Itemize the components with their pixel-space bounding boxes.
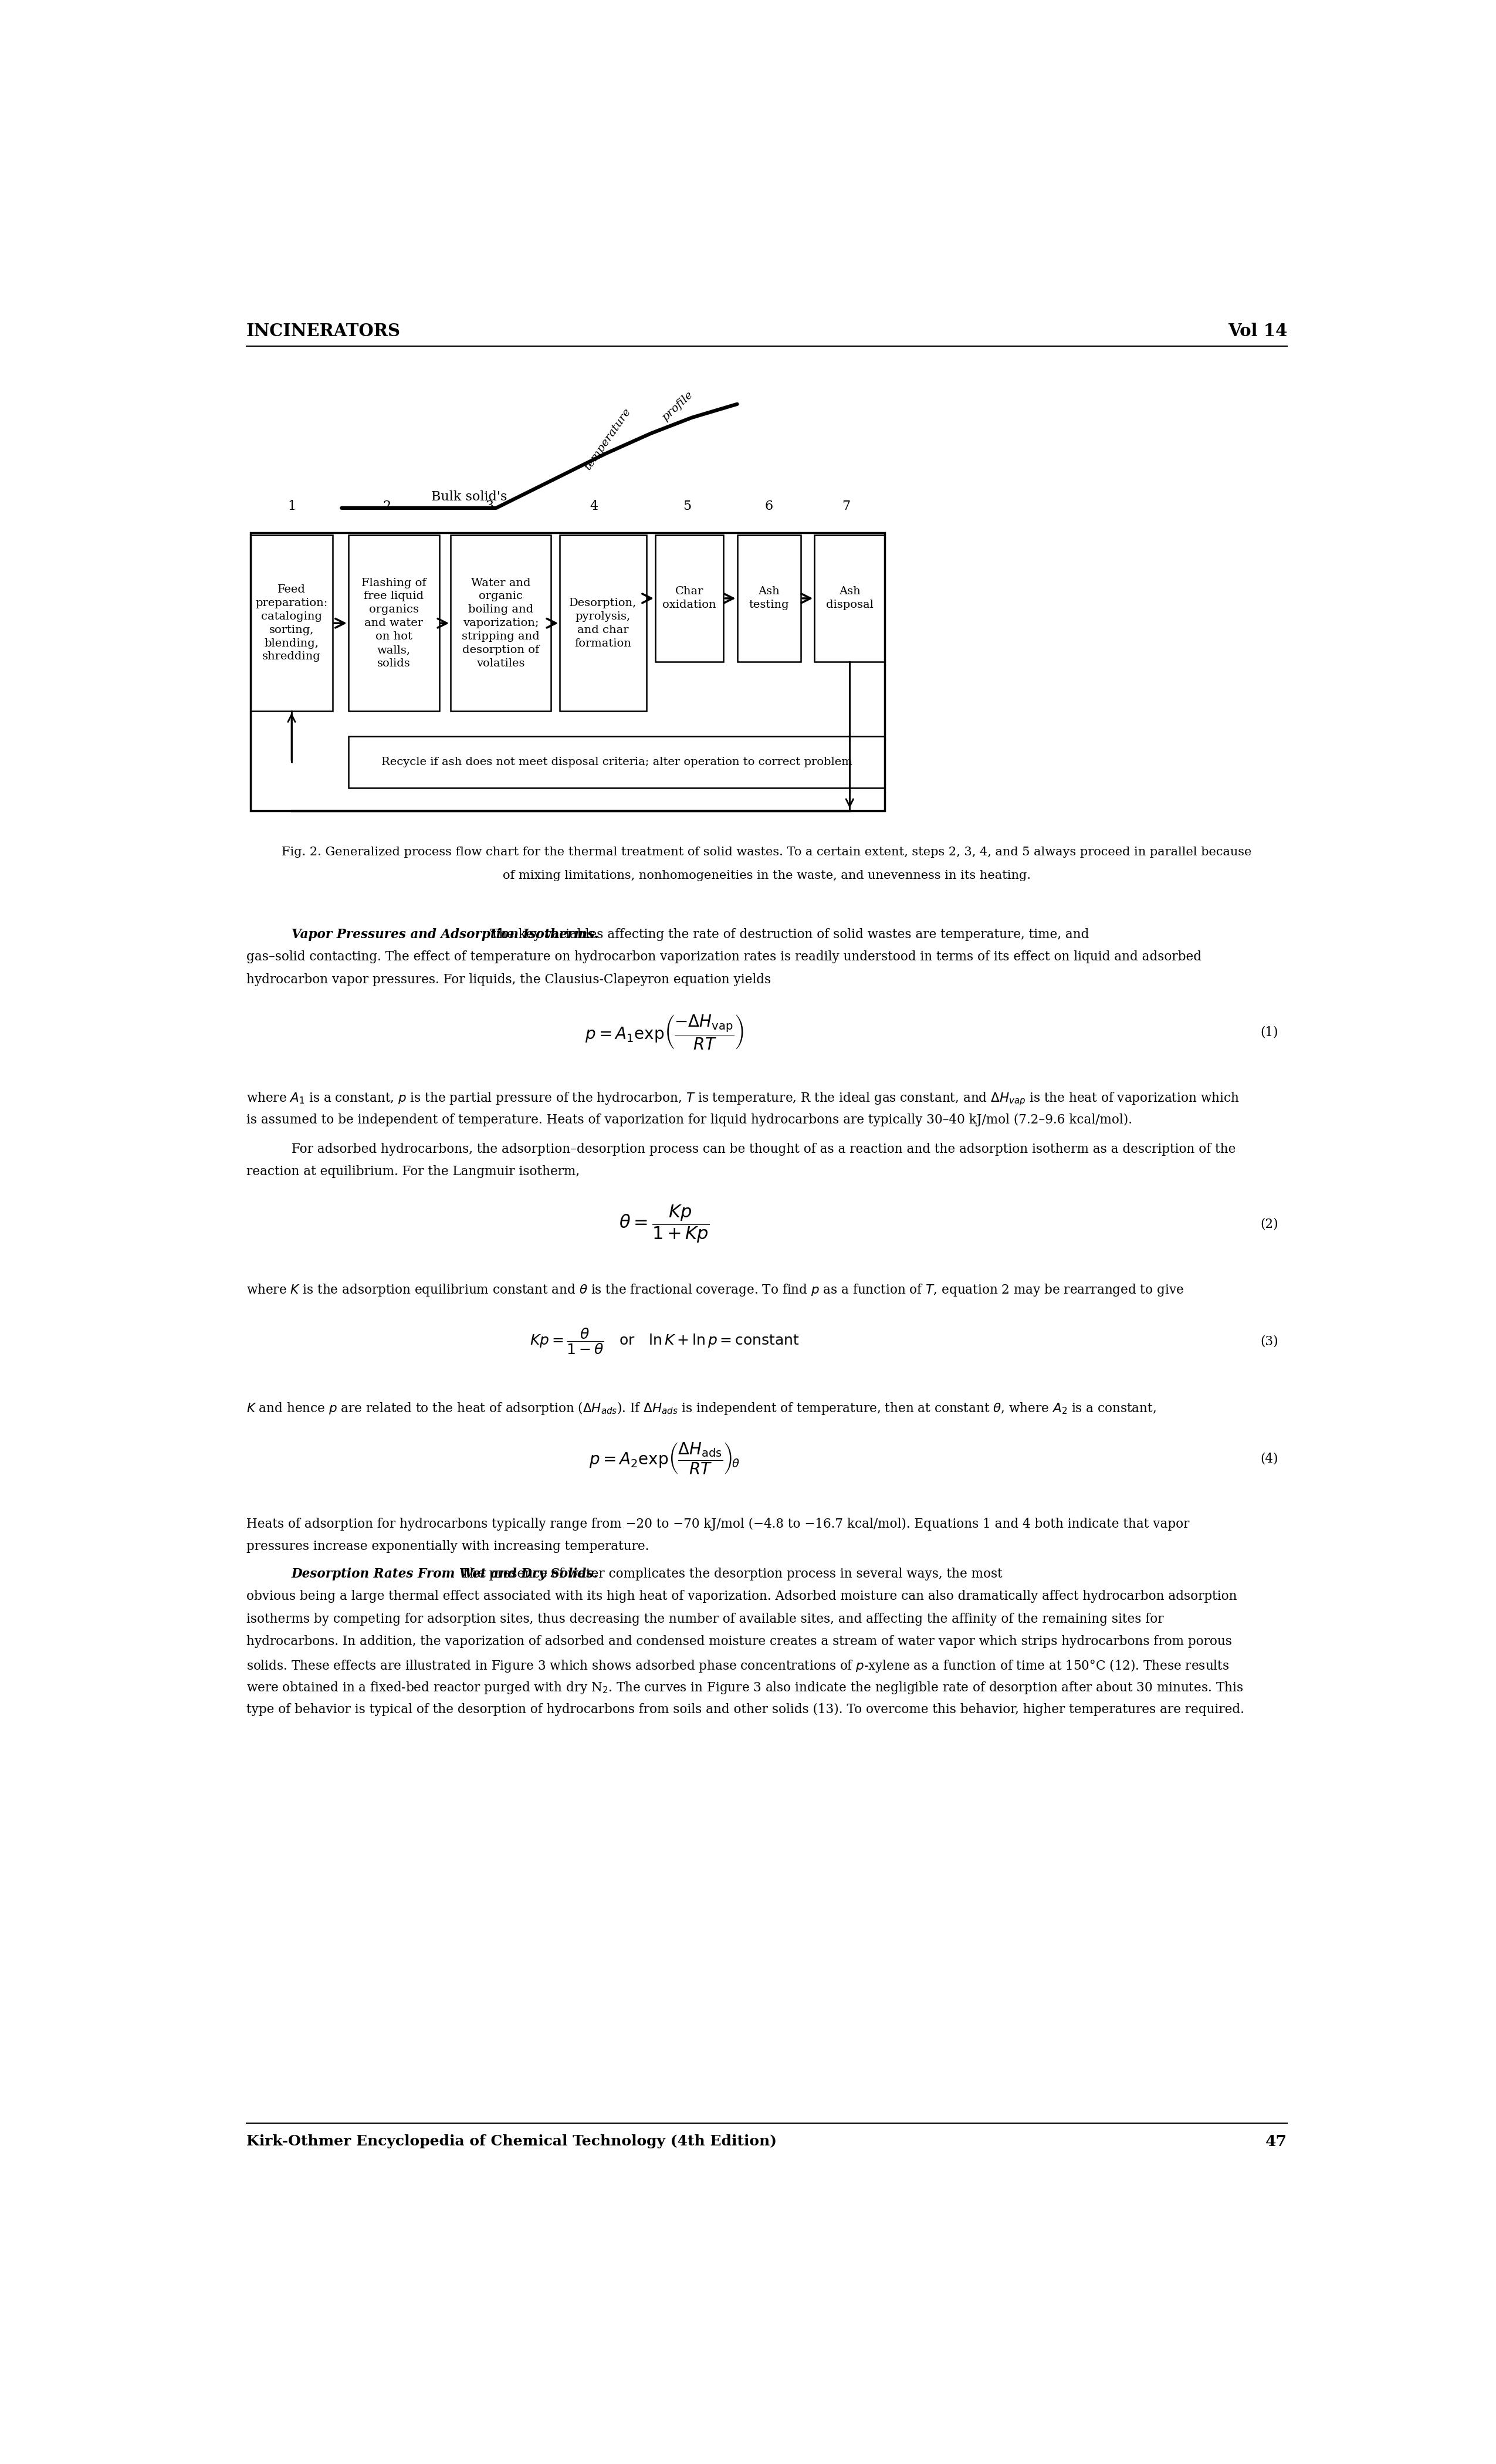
Text: 6: 6 bbox=[764, 500, 773, 513]
Text: Water and
organic
boiling and
vaporization;
stripping and
desorption of
volatile: Water and organic boiling and vaporizati… bbox=[462, 577, 540, 668]
Text: 47: 47 bbox=[1266, 2134, 1287, 2149]
Text: For adsorbed hydrocarbons, the adsorption–desorption process can be thought of a: For adsorbed hydrocarbons, the adsorptio… bbox=[292, 1143, 1236, 1156]
Text: Desorption Rates From Wet and Dry Solids.: Desorption Rates From Wet and Dry Solids… bbox=[292, 1567, 598, 1579]
Text: 4: 4 bbox=[589, 500, 598, 513]
Bar bbox=[738, 535, 800, 660]
Text: temperature: temperature bbox=[582, 407, 633, 471]
Text: Recycle if ash does not meet disposal criteria; alter operation to correct probl: Recycle if ash does not meet disposal cr… bbox=[381, 756, 853, 766]
Text: were obtained in a fixed-bed reactor purged with dry N$_2$. The curves in Figure: were obtained in a fixed-bed reactor pur… bbox=[247, 1680, 1243, 1695]
Text: where $K$ is the adsorption equilibrium constant and $\theta$ is the fractional : where $K$ is the adsorption equilibrium … bbox=[247, 1284, 1183, 1299]
Text: type of behavior is typical of the desorption of hydrocarbons from soils and oth: type of behavior is typical of the desor… bbox=[247, 1703, 1245, 1715]
Text: 3: 3 bbox=[485, 500, 494, 513]
Bar bbox=[251, 532, 886, 811]
Text: hydrocarbons. In addition, the vaporization of adsorbed and condensed moisture c: hydrocarbons. In addition, the vaporizat… bbox=[247, 1636, 1231, 1648]
Text: INCINERATORS: INCINERATORS bbox=[247, 323, 401, 340]
Text: gas–solid contacting. The effect of temperature on hydrocarbon vaporization rate: gas–solid contacting. The effect of temp… bbox=[247, 951, 1201, 963]
Text: Desorption,
pyrolysis,
and char
formation: Desorption, pyrolysis, and char formatio… bbox=[568, 599, 637, 648]
Text: pressures increase exponentially with increasing temperature.: pressures increase exponentially with in… bbox=[247, 1540, 649, 1552]
Text: $p = A_1\exp\!\left(\dfrac{-\Delta H_{\mathrm{vap}}}{RT}\right)$: $p = A_1\exp\!\left(\dfrac{-\Delta H_{\m… bbox=[585, 1013, 744, 1050]
Text: solids. These effects are illustrated in Figure 3 which shows adsorbed phase con: solids. These effects are illustrated in… bbox=[247, 1658, 1230, 1673]
Text: reaction at equilibrium. For the Langmuir isotherm,: reaction at equilibrium. For the Langmui… bbox=[247, 1165, 579, 1178]
Text: Vol 14: Vol 14 bbox=[1228, 323, 1287, 340]
Text: Ash
disposal: Ash disposal bbox=[826, 586, 874, 611]
Text: $\theta = \dfrac{Kp}{1+Kp}$: $\theta = \dfrac{Kp}{1+Kp}$ bbox=[619, 1202, 709, 1244]
Bar bbox=[349, 737, 886, 788]
Text: The presence of water complicates the desorption process in several ways, the mo: The presence of water complicates the de… bbox=[453, 1567, 1002, 1579]
Text: (4): (4) bbox=[1260, 1451, 1278, 1466]
Bar bbox=[349, 535, 440, 712]
Text: Char
oxidation: Char oxidation bbox=[663, 586, 717, 611]
Text: $Kp = \dfrac{\theta}{1-\theta} \quad \mathrm{or} \quad \ln K + \ln p = \mathrm{c: $Kp = \dfrac{\theta}{1-\theta} \quad \ma… bbox=[530, 1326, 799, 1355]
Text: obvious being a large thermal effect associated with its high heat of vaporizati: obvious being a large thermal effect ass… bbox=[247, 1589, 1237, 1602]
Text: hydrocarbon vapor pressures. For liquids, the Clausius-Clapeyron equation yields: hydrocarbon vapor pressures. For liquids… bbox=[247, 973, 770, 986]
Text: (3): (3) bbox=[1260, 1335, 1278, 1348]
Bar bbox=[814, 535, 886, 660]
Text: 2: 2 bbox=[383, 500, 390, 513]
Text: Feed
preparation:
cataloging
sorting,
blending,
shredding: Feed preparation: cataloging sorting, bl… bbox=[256, 584, 328, 663]
Text: Fig. 2. Generalized process flow chart for the thermal treatment of solid wastes: Fig. 2. Generalized process flow chart f… bbox=[281, 848, 1252, 857]
Text: where $A_1$ is a constant, $p$ is the partial pressure of the hydrocarbon, $T$ i: where $A_1$ is a constant, $p$ is the pa… bbox=[247, 1092, 1239, 1106]
Text: Bulk solid's: Bulk solid's bbox=[431, 490, 507, 503]
Text: (1): (1) bbox=[1260, 1025, 1278, 1037]
Bar bbox=[560, 535, 646, 712]
Bar bbox=[655, 535, 724, 660]
Text: $p = A_2\exp\!\left(\dfrac{\Delta H_{\mathrm{ads}}}{RT}\right)_{\!\theta}$: $p = A_2\exp\!\left(\dfrac{\Delta H_{\ma… bbox=[589, 1441, 741, 1476]
Text: isotherms by competing for adsorption sites, thus decreasing the number of avail: isotherms by competing for adsorption si… bbox=[247, 1611, 1164, 1626]
Text: Vapor Pressures and Adsorption Isotherms.: Vapor Pressures and Adsorption Isotherms… bbox=[292, 929, 598, 941]
Text: profile: profile bbox=[660, 389, 694, 424]
Text: (2): (2) bbox=[1260, 1217, 1278, 1230]
Text: Flashing of
free liquid
organics
and water
on hot
walls,
solids: Flashing of free liquid organics and wat… bbox=[362, 577, 426, 668]
Text: Kirk-Othmer Encyclopedia of Chemical Technology (4th Edition): Kirk-Othmer Encyclopedia of Chemical Tec… bbox=[247, 2134, 776, 2149]
Text: of mixing limitations, nonhomogeneities in the waste, and unevenness in its heat: of mixing limitations, nonhomogeneities … bbox=[503, 870, 1031, 882]
Text: 7: 7 bbox=[842, 500, 850, 513]
Bar bbox=[450, 535, 551, 712]
Text: is assumed to be independent of temperature. Heats of vaporization for liquid hy: is assumed to be independent of temperat… bbox=[247, 1114, 1132, 1126]
Text: Ash
testing: Ash testing bbox=[749, 586, 788, 611]
Text: 5: 5 bbox=[684, 500, 691, 513]
Text: Heats of adsorption for hydrocarbons typically range from −20 to −70 kJ/mol (−4.: Heats of adsorption for hydrocarbons typ… bbox=[247, 1518, 1189, 1530]
Text: $K$ and hence $p$ are related to the heat of adsorption ($\Delta H_{ads}$). If $: $K$ and hence $p$ are related to the hea… bbox=[247, 1400, 1156, 1417]
Bar bbox=[251, 535, 332, 712]
Text: 1: 1 bbox=[287, 500, 296, 513]
Text: The key variables affecting the rate of destruction of solid wastes are temperat: The key variables affecting the rate of … bbox=[483, 929, 1089, 941]
